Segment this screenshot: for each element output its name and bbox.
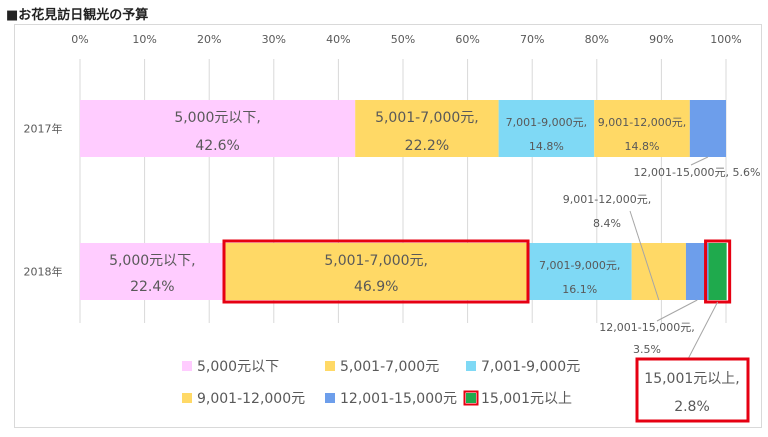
x-tick-label: 0% [71, 33, 88, 46]
legend-label: 9,001-12,000元 [197, 391, 305, 407]
chart-frame: 0% 10% 20% 30% 40% 50% 60% 70% 80% 90% 100% 2017年 20… [14, 24, 762, 428]
data-label: 2.8% [674, 399, 710, 415]
x-tick-label: 80% [585, 33, 609, 46]
legend-swatch-highlight [463, 390, 479, 406]
data-label: 3.5% [633, 343, 661, 356]
data-label: 15,001元以上, [644, 371, 739, 387]
page-title: ■お花見訪日観光の予算 [6, 8, 149, 23]
bar-segment [685, 243, 709, 300]
legend-label: 5,000元以下 [197, 359, 279, 375]
data-label: 22.2% [405, 138, 449, 154]
legend-swatch [466, 393, 476, 403]
x-tick-label: 10% [132, 33, 156, 46]
highlight-box-5001-7000 [222, 239, 530, 304]
bar-segment [594, 100, 690, 157]
bar-segment [224, 243, 528, 300]
legend-swatch [182, 361, 192, 371]
leader-line [629, 210, 660, 301]
leader-line [686, 301, 719, 362]
data-label: 9,001-12,000元, [563, 193, 651, 206]
legend-label: 7,001-9,000元 [481, 359, 580, 375]
x-tick-label: 50% [391, 33, 415, 46]
bar-segment [708, 243, 727, 300]
x-tick-label: 90% [649, 33, 673, 46]
bar-segment [689, 100, 726, 157]
data-label: 14.8% [625, 140, 660, 153]
data-label: 42.6% [195, 138, 239, 154]
data-label: 5,001-7,000元, [375, 110, 479, 126]
data-label: 46.9% [354, 279, 398, 295]
data-label: 22.4% [130, 279, 174, 295]
stacked-bar-chart: 0% 10% 20% 30% 40% 50% 60% 70% 80% 90% 100% 2017年 20… [24, 33, 761, 423]
bar-segment [631, 243, 686, 300]
data-label: 7,001-9,000元, [506, 116, 587, 129]
x-tick-label: 60% [455, 33, 479, 46]
data-label: 5,000元以下, [174, 110, 261, 126]
x-tick-label: 100% [710, 33, 741, 46]
data-label: 7,001-9,000元, [539, 259, 620, 272]
data-label: 8.4% [593, 217, 621, 230]
legend-swatch [325, 393, 335, 403]
bar-segment [80, 100, 356, 157]
x-tick-label: 30% [262, 33, 286, 46]
highlight-callout-box [635, 357, 750, 423]
legend-swatch [466, 361, 476, 371]
data-label: 14.8% [529, 140, 564, 153]
legend-swatch [325, 361, 335, 371]
data-label: 9,001-12,000元, [598, 116, 686, 129]
data-label: 12,001-15,000元, [599, 321, 694, 334]
x-tick-label: 70% [520, 33, 544, 46]
data-label: 16.1% [562, 283, 597, 296]
x-tick-label: 20% [197, 33, 221, 46]
legend-label: 12,001-15,000元 [340, 391, 457, 407]
leader-line [690, 156, 709, 166]
bar-segment [527, 243, 632, 300]
data-label: 12,001-15,000元, 5.6% [634, 166, 761, 179]
category-label: 2017年 [24, 122, 63, 136]
leader-line [656, 299, 698, 322]
legend-label: 5,001-7,000元 [340, 359, 439, 375]
bar-segment [355, 100, 499, 157]
category-label: 2018年 [24, 265, 63, 279]
bar-segment [498, 100, 595, 157]
legend-swatch [182, 393, 192, 403]
data-label: 5,001-7,000元, [324, 253, 428, 269]
bar-segment [80, 243, 225, 300]
data-label: 5,000元以下, [109, 253, 196, 269]
x-tick-label: 40% [326, 33, 350, 46]
legend-label: 15,001元以上 [481, 391, 572, 407]
